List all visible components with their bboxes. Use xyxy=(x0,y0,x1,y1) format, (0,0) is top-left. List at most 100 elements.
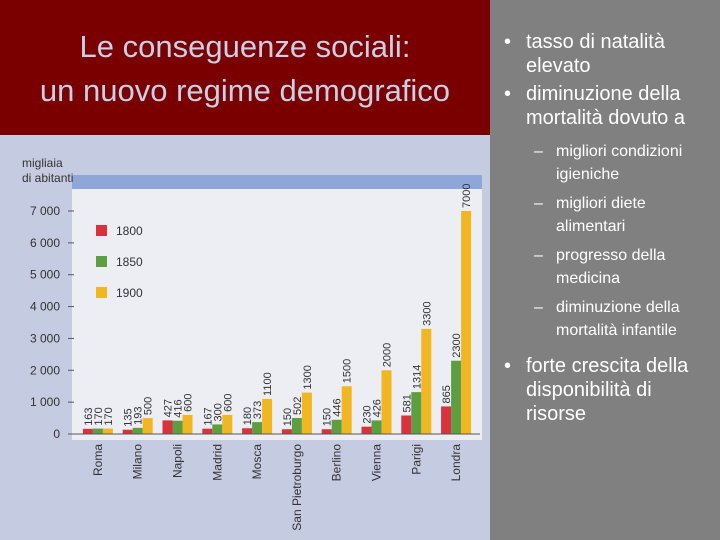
bar xyxy=(291,418,302,434)
x-tick-label: Madrid xyxy=(210,444,224,481)
value-label: 427 xyxy=(163,399,175,417)
value-label: 600 xyxy=(222,394,234,412)
x-tick-label: Mosca xyxy=(250,444,264,480)
value-label: 167 xyxy=(202,407,214,425)
value-label: 373 xyxy=(252,401,264,419)
bar xyxy=(451,360,462,434)
bar xyxy=(182,414,193,434)
bar xyxy=(162,420,173,434)
x-tick-label: Berlino xyxy=(330,444,344,482)
bullet-text: tasso di natalità elevato xyxy=(526,31,665,77)
bar xyxy=(242,428,253,434)
value-label: 193 xyxy=(133,406,145,424)
bar xyxy=(421,328,432,434)
value-label: 7000 xyxy=(461,184,473,208)
value-label: 426 xyxy=(372,399,384,417)
y-axis-label: migliaia xyxy=(22,156,63,170)
bar xyxy=(122,429,133,434)
x-tick-label: Vienna xyxy=(370,444,384,481)
legend-label: 1800 xyxy=(116,224,143,238)
y-tick-label: 5 000 xyxy=(30,268,60,282)
bullet-text: forte crescita della disponibilità di ri… xyxy=(526,355,689,425)
sub-bullet: diminuzione della mortalità infantile xyxy=(534,296,716,342)
y-axis-label: di abitanti xyxy=(22,171,73,185)
bullet-panel: tasso di natalità elevato diminuzione del… xyxy=(496,30,716,430)
legend-label: 1900 xyxy=(116,286,143,300)
value-label: 180 xyxy=(242,407,254,425)
value-label: 163 xyxy=(83,407,95,425)
value-label: 3300 xyxy=(421,301,433,325)
y-tick-label: 3 000 xyxy=(30,331,60,345)
value-label: 170 xyxy=(93,407,105,425)
bar xyxy=(252,422,263,434)
value-label: 865 xyxy=(441,385,453,403)
value-label: 416 xyxy=(173,399,185,417)
bar xyxy=(331,419,342,434)
title-line: un nuovo regime demografico xyxy=(39,73,451,108)
bar xyxy=(441,406,452,434)
y-tick-label: 4 000 xyxy=(30,300,60,314)
bar xyxy=(142,418,153,434)
value-label: 446 xyxy=(332,398,344,416)
bar xyxy=(361,426,372,434)
value-label: 150 xyxy=(322,408,334,426)
y-tick-label: 0 xyxy=(53,427,60,441)
sub-bullet: migliori diete alimentari xyxy=(534,192,716,238)
x-tick-label: Parigi xyxy=(409,444,423,475)
legend-label: 1850 xyxy=(116,255,143,269)
value-label: 502 xyxy=(292,397,304,415)
plot-band xyxy=(72,175,482,189)
x-tick-label: Napoli xyxy=(171,444,185,478)
bar xyxy=(132,427,143,434)
bar xyxy=(202,428,213,434)
value-label: 300 xyxy=(212,403,224,421)
x-tick-label: Roma xyxy=(91,444,105,476)
bar xyxy=(262,398,273,434)
slide-title: Le conseguenze sociali: un nuovo regime … xyxy=(0,0,490,135)
sub-bullet: progresso della medicina xyxy=(534,244,716,290)
value-label: 1100 xyxy=(262,372,274,396)
value-label: 1500 xyxy=(342,359,354,383)
x-tick-label: Milano xyxy=(131,444,145,480)
bar xyxy=(212,424,223,434)
bullet: tasso di natalità elevato xyxy=(504,30,716,78)
value-label: 230 xyxy=(362,405,374,423)
bar xyxy=(222,414,233,434)
value-label: 150 xyxy=(282,408,294,426)
bar xyxy=(461,211,472,434)
bar xyxy=(321,429,332,434)
value-label: 2300 xyxy=(451,333,463,357)
value-label: 500 xyxy=(143,397,155,415)
chart: migliaia di abitanti 0 1 000 2 000 3 000 4 0… xyxy=(0,135,490,540)
value-label: 135 xyxy=(123,408,135,426)
value-label: 600 xyxy=(183,394,195,412)
y-tick-label: 6 000 xyxy=(30,236,60,250)
bar xyxy=(401,415,412,434)
bar xyxy=(82,428,93,434)
bar xyxy=(172,420,183,434)
value-label: 2000 xyxy=(382,343,394,367)
bar xyxy=(371,420,382,434)
y-tick-label: 2 000 xyxy=(30,363,60,377)
bullet-list: tasso di natalità elevato diminuzione del… xyxy=(496,30,716,426)
bullet: forte crescita della disponibilità di ri… xyxy=(504,354,716,426)
value-label: 170 xyxy=(103,407,115,425)
sub-bullet-list: migliori condizioni igieniche migliori di… xyxy=(526,140,716,342)
y-tick-label: 1 000 xyxy=(30,395,60,409)
bar xyxy=(411,392,422,434)
value-label: 581 xyxy=(401,394,413,412)
legend-swatch xyxy=(96,287,107,298)
bullet-text: diminuzione della mortalità dovuto a xyxy=(526,83,685,129)
y-tick-label: 7 000 xyxy=(30,204,60,218)
title-line: Le conseguenze sociali: xyxy=(79,29,411,64)
bar xyxy=(92,428,103,434)
bar xyxy=(341,386,352,434)
sub-bullet: migliori condizioni igieniche xyxy=(534,140,716,186)
value-label: 1314 xyxy=(411,365,423,389)
bar xyxy=(102,428,113,434)
bullet: diminuzione della mortalità dovuto a migl… xyxy=(504,82,716,342)
value-label: 1300 xyxy=(302,365,314,389)
bar xyxy=(381,370,392,434)
legend-swatch xyxy=(96,225,107,236)
